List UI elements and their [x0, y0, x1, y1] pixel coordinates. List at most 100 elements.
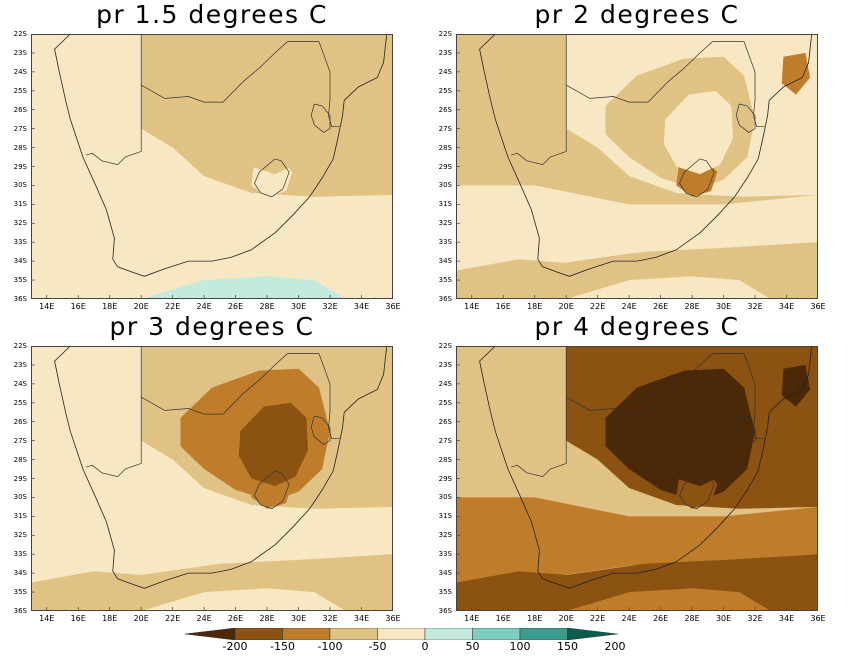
lon-label: 20E — [133, 614, 149, 623]
border-0 — [86, 34, 142, 165]
panel-title: pr 1.5 degrees C — [96, 0, 328, 29]
border-0 — [511, 346, 567, 477]
lon-label: 30E — [290, 302, 307, 311]
lon-label: 18E — [102, 302, 118, 311]
lat-label: 24S — [13, 379, 27, 388]
map-plot — [31, 346, 393, 611]
colorbar-label: -200 — [222, 640, 248, 653]
lon-label: 24E — [196, 302, 212, 311]
lon-label: 28E — [259, 614, 275, 623]
lat-label: 22S — [438, 342, 452, 350]
panel-4: pr 4 degrees C 22S 23S 24S 25S 26S 27S 28S 29S 30… — [439, 312, 826, 623]
lat-label: 34S — [438, 257, 452, 266]
colorbar-segment — [282, 628, 331, 640]
panel-title: pr 2 degrees C — [534, 0, 740, 29]
zone-south-interior — [31, 497, 393, 585]
lon-label: 22E — [590, 614, 606, 623]
zone-core — [663, 90, 733, 175]
panel-1: pr 1.5 degrees C 22S 23S 24S 25S 26S 27S 28S 29S… — [14, 0, 401, 311]
border-3 — [310, 103, 331, 133]
lat-label: 34S — [13, 257, 27, 266]
lon-label: 16E — [70, 302, 86, 311]
lon-label: 28E — [259, 302, 275, 311]
colorbar-label: -50 — [368, 640, 387, 653]
lat-label: 24S — [13, 67, 27, 76]
lat-label: 33S — [13, 550, 27, 559]
border-2 — [743, 41, 765, 128]
border-0 — [86, 346, 142, 477]
colorbar-label: 100 — [509, 640, 531, 653]
map-plot — [456, 346, 818, 611]
lat-label: 24S — [438, 67, 452, 76]
lon-label: 26E — [227, 614, 244, 623]
lon-label: 16E — [70, 614, 86, 623]
colorbar-label: -100 — [317, 640, 343, 653]
border-1 — [566, 41, 744, 103]
lon-label: 34E — [353, 614, 370, 623]
map-plot — [456, 34, 818, 299]
lat-label: 32S — [438, 219, 452, 228]
lat-label: 33S — [438, 238, 452, 247]
lon-label: 32E — [322, 614, 338, 623]
panel-title: pr 3 degrees C — [109, 312, 315, 341]
border-4 — [254, 470, 290, 510]
lat-label: 23S — [13, 48, 27, 57]
lat-label: 35S — [13, 276, 27, 285]
lat-label: 29S — [13, 162, 27, 171]
lat-label: 24S — [438, 379, 452, 388]
lat-label: 27S — [438, 124, 452, 133]
lat-label: 31S — [438, 200, 452, 209]
lon-label: 14E — [39, 302, 55, 311]
lat-label: 28S — [13, 455, 27, 464]
colorbar-segment — [329, 628, 378, 640]
lon-label: 26E — [652, 614, 669, 623]
lat-label: 34S — [13, 569, 27, 578]
lat-label: 35S — [13, 588, 27, 597]
border-3 — [310, 415, 331, 445]
lon-label: 22E — [165, 302, 181, 311]
panel-2: pr 2 degrees C 22S 23S 24S 25S 26S 27S 28S 29S 30… — [439, 0, 826, 311]
lat-label: 36S — [13, 295, 27, 303]
border-2 — [318, 353, 340, 440]
lon-label: 14E — [464, 614, 480, 623]
lon-label: 14E — [39, 614, 55, 623]
lon-label: 32E — [322, 302, 338, 311]
lat-label: 25S — [438, 398, 452, 407]
lon-label: 36E — [385, 614, 401, 623]
border-1 — [141, 353, 319, 415]
colorbar-label: 0 — [421, 640, 429, 653]
lon-label: 22E — [165, 614, 181, 623]
lon-label: 20E — [558, 614, 574, 623]
border-4 — [254, 158, 290, 198]
lat-label: 30S — [438, 181, 452, 190]
lon-label: 34E — [778, 614, 795, 623]
border-1 — [141, 41, 319, 103]
lat-label: 29S — [438, 162, 452, 171]
lat-label: 29S — [438, 474, 452, 483]
colorbar-segment — [424, 628, 473, 640]
border-2 — [743, 353, 765, 440]
lon-label: 16E — [495, 614, 511, 623]
colorbar-segment — [519, 628, 568, 640]
colorbar-arrow-left — [185, 628, 236, 640]
zone-core — [238, 402, 308, 487]
lat-label: 30S — [438, 493, 452, 502]
lon-label: 18E — [527, 614, 543, 623]
lat-label: 36S — [438, 607, 452, 615]
lat-label: 33S — [13, 238, 27, 247]
lon-label: 30E — [290, 614, 307, 623]
colorbar-segment — [234, 628, 283, 640]
lon-label: 30E — [715, 614, 732, 623]
zone-far-south — [566, 276, 771, 299]
panel-3: pr 3 degrees C 22S 23S 24S 25S 26S 27S 28S 29S 30… — [14, 312, 401, 623]
lat-label: 22S — [438, 30, 452, 38]
lat-label: 25S — [13, 398, 27, 407]
border-3 — [735, 415, 756, 445]
zone-far-south — [566, 588, 771, 611]
zone-far-south — [141, 276, 346, 299]
lon-label: 26E — [652, 302, 669, 311]
lat-label: 33S — [438, 550, 452, 559]
lon-label: 32E — [747, 302, 763, 311]
lat-label: 27S — [438, 436, 452, 445]
lat-label: 32S — [438, 531, 452, 540]
